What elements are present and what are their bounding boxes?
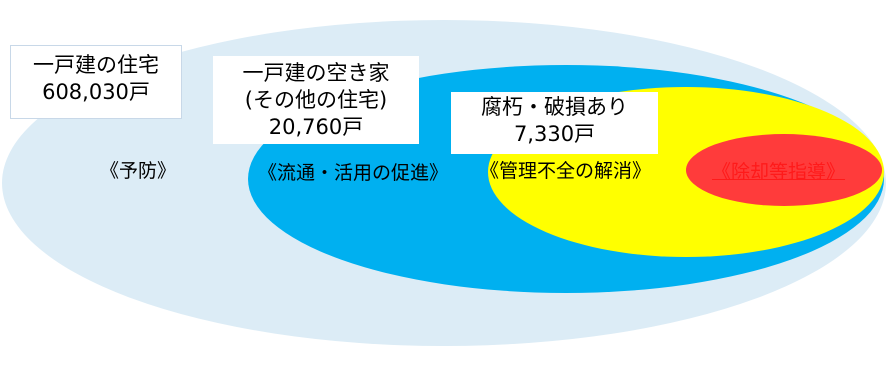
removal-zone-label: 《除却等指導》 — [712, 161, 846, 183]
decayed-houses-label: 腐朽・破損あり 7,330戸 — [451, 92, 658, 154]
distribution-zone-label: 《流通・活用の促進》 — [258, 162, 449, 184]
prevention-zone-label: 《予防》 — [100, 160, 177, 182]
decayed-houses-title: 腐朽・破損あり — [481, 95, 628, 119]
decayed-houses-count: 7,330戸 — [513, 121, 596, 146]
detached-houses-title: 一戸建の住宅 — [33, 53, 159, 77]
vacant-houses-subtitle: (その他の住宅) — [244, 87, 388, 112]
detached-houses-label: 一戸建の住宅 608,030戸 — [10, 45, 182, 119]
management-zone-label: 《管理不全の解消》 — [480, 160, 652, 182]
vacant-houses-title: 一戸建の空き家 — [242, 61, 390, 85]
detached-houses-count: 608,030戸 — [42, 79, 150, 104]
vacant-houses-label: 一戸建の空き家 (その他の住宅) 20,760戸 — [213, 56, 419, 144]
vacant-houses-count: 20,760戸 — [268, 114, 364, 139]
removal-guidance-ellipse — [686, 134, 882, 206]
